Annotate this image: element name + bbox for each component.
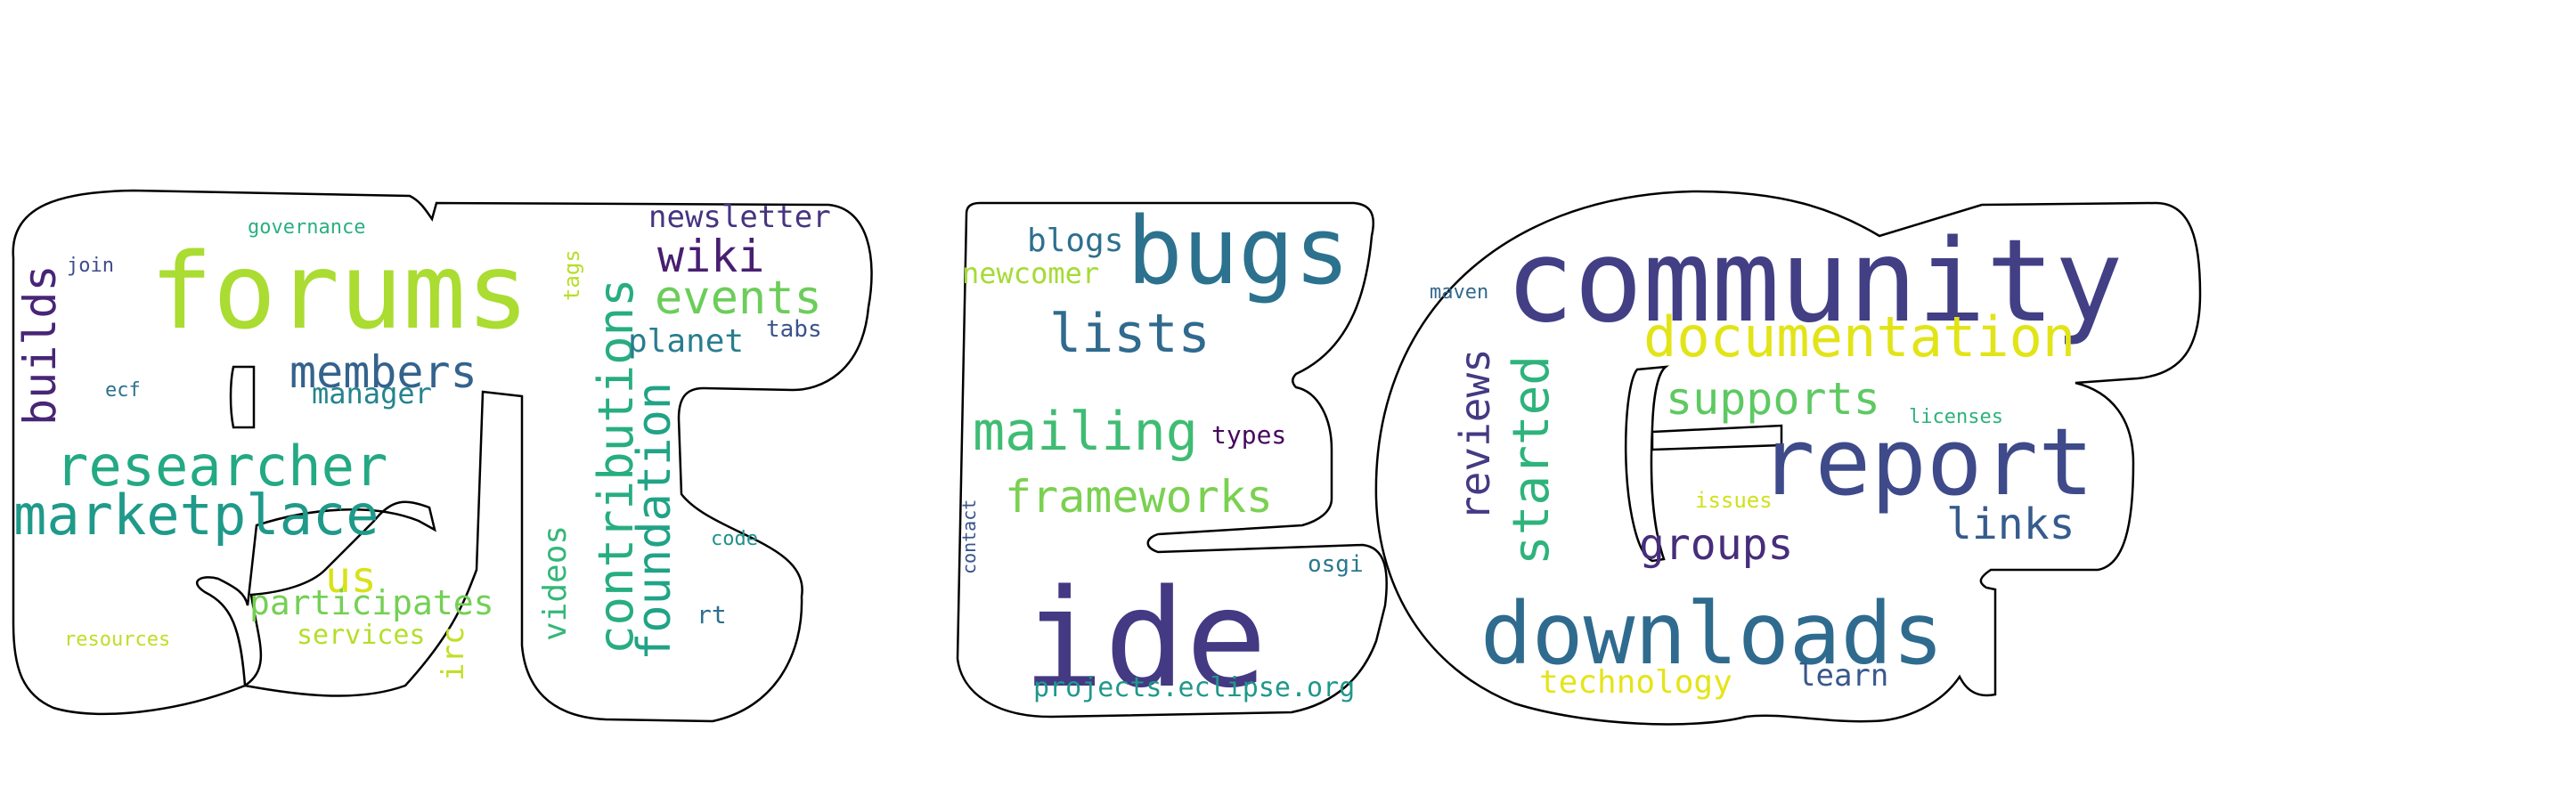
letter-c-bar (1651, 424, 1783, 451)
letter-n-outline (12, 189, 873, 723)
word-frameworks: frameworks (1005, 471, 1273, 523)
word-links: links (1946, 499, 2075, 549)
word-newcomer: newcomer (962, 256, 1099, 290)
word-started: started (1503, 355, 1561, 565)
word-events: events (655, 272, 822, 325)
letter-n-counter (229, 365, 256, 429)
word-contributions: contributions (588, 278, 644, 654)
word-builds: builds (14, 264, 66, 426)
word-tabs: tabs (766, 316, 822, 343)
word-planet: planet (628, 323, 744, 360)
letter-e-outline (956, 201, 1388, 719)
letter-c-outline (1374, 190, 2202, 726)
word-community: community (1505, 215, 2124, 348)
word-supports: supports (1666, 373, 1880, 425)
word-tags: tags (559, 249, 584, 301)
word-newsletter: newsletter (648, 199, 831, 235)
word-wiki: wiki (657, 231, 764, 282)
word-resources: resources (64, 629, 170, 651)
word-services: services (297, 620, 426, 651)
word-mailing: mailing (973, 401, 1198, 463)
word-blogs: blogs (1027, 223, 1123, 259)
letter-c-notch (1624, 365, 1670, 563)
word-issues: issues (1695, 488, 1773, 513)
word-rt: rt (697, 600, 727, 629)
word-reviews: reviews (1451, 348, 1499, 521)
word-technology: technology (1539, 664, 1732, 701)
word-maven: maven (1430, 281, 1488, 304)
word-licenses: licenses (1909, 406, 2003, 428)
word-members: members (289, 346, 477, 398)
word-report: report (1759, 408, 2094, 516)
word-documentation: documentation (1643, 305, 2075, 370)
word-projects-eclipse-org: projects.eclipse.org (1033, 672, 1355, 703)
word-group: community ide forums bugs downloads report mar… (13, 197, 2124, 718)
word-types: types (1211, 420, 1286, 450)
word-foundation: foundation (628, 382, 681, 661)
word-contact: contact (958, 499, 980, 574)
word-lists: lists (1049, 303, 1211, 365)
word-join: join (67, 255, 114, 277)
word-forums: forums (150, 230, 529, 353)
word-manager: manager (312, 377, 432, 410)
word-learn: learn (1797, 658, 1888, 694)
word-us: us (325, 553, 377, 603)
word-code: code (711, 528, 758, 550)
word-bugs: bugs (1127, 197, 1349, 305)
word-participates: participates (249, 583, 494, 622)
word-governance: governance (248, 216, 365, 239)
word-videos: videos (537, 525, 574, 641)
word-ide: ide (1023, 560, 1268, 718)
word-downloads: downloads (1480, 584, 1944, 684)
word-irc: irc (436, 627, 471, 681)
word-osgi: osgi (1308, 551, 1364, 578)
word-groups: groups (1639, 520, 1793, 570)
word-researcher: researcher (55, 434, 387, 499)
word-ecf: ecf (105, 379, 141, 402)
word-marketplace: marketplace (13, 483, 379, 548)
